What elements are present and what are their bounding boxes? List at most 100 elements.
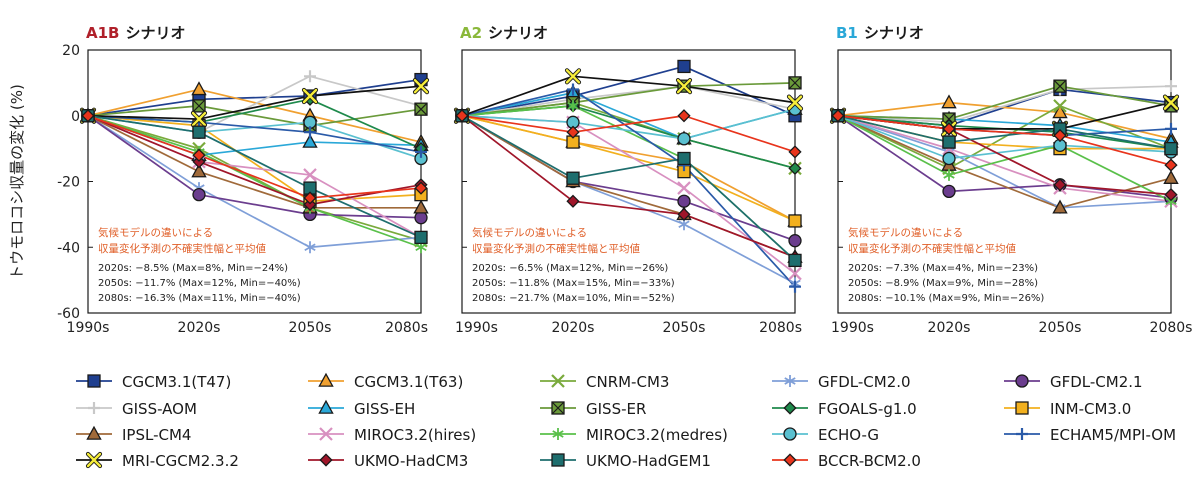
data-point-bccr-bcm2-0 bbox=[414, 181, 428, 195]
scenario-code: A2 bbox=[460, 24, 482, 42]
data-point-bccr-bcm2-0 bbox=[81, 109, 95, 123]
series-line-miroc3-2-medres bbox=[837, 114, 1172, 202]
data-point-bccr-bcm2-0 bbox=[831, 109, 845, 123]
data-point-giss-er bbox=[414, 102, 428, 116]
series-line-ukmo-hadcm3 bbox=[87, 114, 422, 206]
legend-item-miroc3-2-medres: MIROC3.2(medres) bbox=[540, 426, 728, 444]
series-line-echam5-mpi-om bbox=[87, 114, 422, 153]
legend-item-fgoals-g1-0: FGOALS-g1.0 bbox=[772, 400, 917, 418]
legend-item-ukmo-hadgem1: UKMO-HadGEM1 bbox=[540, 452, 711, 470]
series-line-bccr-bcm2-0 bbox=[87, 114, 422, 199]
legend-item-giss-eh: GISS-EH bbox=[308, 399, 415, 418]
data-point-ukmo-hadcm3 bbox=[1053, 178, 1067, 192]
legend-item-bccr-bcm2-0: BCCR-BCM2.0 bbox=[772, 452, 921, 470]
series-line-cgcm3-1-t47 bbox=[87, 78, 422, 117]
data-point-cgcm3-1-t63 bbox=[191, 81, 207, 96]
y-tick-label: 20 bbox=[62, 43, 80, 59]
series-line-bccr-bcm2-0 bbox=[837, 114, 1172, 166]
series-line-ukmo-hadgem1 bbox=[461, 115, 796, 262]
data-point-echam5-mpi-om bbox=[789, 280, 801, 293]
data-point-echam5-mpi-om bbox=[1165, 122, 1177, 135]
panel-title: B1 シナリオ bbox=[836, 24, 924, 42]
legend-label: GISS-EH bbox=[354, 400, 415, 418]
series-markers bbox=[453, 59, 804, 293]
legend-marker bbox=[318, 399, 334, 414]
series-line-giss-er bbox=[837, 85, 1172, 120]
legend-label: GISS-AOM bbox=[122, 400, 197, 418]
series-line-ukmo-hadgem1 bbox=[87, 114, 422, 239]
series-line-giss-aom bbox=[837, 85, 1172, 124]
x-tick-label: 2050s bbox=[1039, 320, 1082, 336]
legend-marker bbox=[1015, 374, 1029, 388]
panel-b1: B1 シナリオ 1990s 2020s 2050s 2080s 気候モデルの違いによる収量変… bbox=[829, 24, 1192, 336]
y-tick-label: 0 bbox=[71, 109, 80, 125]
series-markers bbox=[829, 79, 1180, 214]
series-line-inm-cm3-0 bbox=[461, 114, 796, 222]
uncertainty-note: 気候モデルの違いによる bbox=[472, 226, 587, 239]
data-point-echo-g bbox=[677, 132, 691, 146]
series-line-ipsl-cm4 bbox=[87, 114, 421, 209]
y-tick-label: -60 bbox=[57, 306, 80, 322]
data-point-miroc3-2-hires bbox=[303, 168, 317, 182]
legend-marker bbox=[1015, 401, 1029, 415]
plot-frame bbox=[87, 49, 422, 314]
series-line-echo-g bbox=[461, 108, 796, 140]
legend-marker bbox=[551, 401, 565, 415]
data-point-mri-cgcm2-3-2 bbox=[675, 78, 693, 95]
data-point-ukmo-hadgem1 bbox=[1164, 141, 1178, 156]
data-point-ukmo-hadgem1 bbox=[942, 135, 956, 149]
uncertainty-note: 収量変化予測の不確実性幅と平均値 bbox=[98, 242, 266, 255]
data-point-ukmo-hadgem1 bbox=[677, 151, 691, 166]
data-point-bccr-bcm2-0 bbox=[455, 109, 469, 123]
legend-label: MIROC3.2(medres) bbox=[586, 426, 728, 444]
series-line-ukmo-hadgem1 bbox=[837, 114, 1172, 150]
data-point-ipsl-cm4 bbox=[413, 199, 429, 214]
data-point-echam5-mpi-om bbox=[567, 83, 579, 96]
legend-label: ECHAM5/MPI-OM bbox=[1050, 426, 1176, 444]
panel-title: A2 シナリオ bbox=[460, 24, 548, 42]
scenario-label: シナリオ bbox=[125, 24, 185, 42]
data-point-miroc3-2-medres bbox=[943, 168, 955, 181]
series-line-bccr-bcm2-0 bbox=[461, 114, 796, 153]
legend-marker bbox=[1016, 428, 1028, 440]
data-point-miroc3-2-hires bbox=[677, 181, 691, 195]
data-point-ukmo-hadcm3 bbox=[1164, 188, 1178, 202]
legend-marker bbox=[783, 401, 797, 415]
data-point-miroc3-2-medres bbox=[567, 99, 579, 112]
legend-marker bbox=[87, 374, 101, 388]
legend-marker bbox=[85, 451, 103, 469]
data-point-gfdl-cm2-1 bbox=[677, 194, 691, 208]
series-line-cnrm-cm3 bbox=[837, 105, 1172, 170]
data-point-giss-aom bbox=[1165, 80, 1177, 93]
legend-label: GFDL-CM2.0 bbox=[818, 373, 911, 391]
data-point-miroc3-2-hires bbox=[788, 266, 802, 281]
legend-label: CGCM3.1(T63) bbox=[354, 373, 463, 391]
data-point-ukmo-hadcm3 bbox=[566, 194, 580, 208]
data-point-bccr-bcm2-0 bbox=[677, 109, 691, 123]
legend-label: CNRM-CM3 bbox=[586, 373, 669, 391]
x-tick-label: 2080s bbox=[385, 320, 428, 336]
stat-line: 2050s: −11.7% (Max=12%, Min=−40%) bbox=[98, 278, 301, 289]
data-point-ipsl-cm4 bbox=[1052, 199, 1068, 214]
data-point-ipsl-cm4 bbox=[191, 163, 207, 178]
series-line-giss-aom bbox=[461, 85, 796, 117]
data-point-giss-eh bbox=[302, 133, 318, 148]
data-point-bccr-bcm2-0 bbox=[192, 148, 206, 162]
stat-line: 2080s: −21.7% (Max=10%, Min=−52%) bbox=[472, 293, 675, 304]
legend-item-cgcm3-1-t47: CGCM3.1(T47) bbox=[76, 373, 231, 391]
x-tick-label: 2020s bbox=[178, 320, 221, 336]
y-tick-label: -20 bbox=[57, 175, 80, 191]
x-tick-label: 2050s bbox=[663, 320, 706, 336]
legend-label: MIROC3.2(hires) bbox=[354, 426, 476, 444]
legend-item-giss-er: GISS-ER bbox=[540, 400, 646, 418]
legend-item-ipsl-cm4: IPSL-CM4 bbox=[76, 425, 191, 444]
data-point-gfdl-cm2-1 bbox=[942, 184, 956, 199]
data-point-ipsl-cm4 bbox=[1163, 169, 1179, 184]
series-line-gfdl-cm2-1 bbox=[87, 115, 422, 219]
data-point-bccr-bcm2-0 bbox=[788, 145, 802, 159]
series-line-mri-cgcm2-3-2 bbox=[87, 85, 422, 120]
series-line-miroc3-2-medres bbox=[87, 114, 422, 249]
data-point-gfdl-cm2-1 bbox=[192, 187, 206, 202]
x-tick-label: 2080s bbox=[759, 320, 802, 336]
data-point-cgcm3-1-t47 bbox=[677, 59, 691, 74]
